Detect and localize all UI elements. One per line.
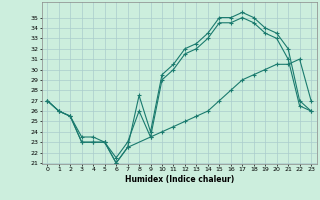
X-axis label: Humidex (Indice chaleur): Humidex (Indice chaleur): [124, 175, 234, 184]
